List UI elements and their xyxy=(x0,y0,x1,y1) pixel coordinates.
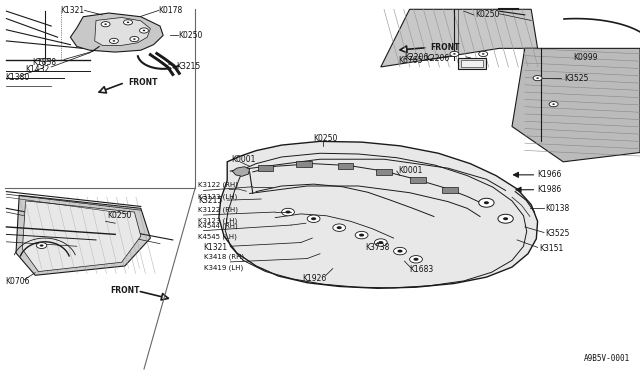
Text: A9B5V-0001: A9B5V-0001 xyxy=(584,354,630,363)
Text: K3122 (RH): K3122 (RH) xyxy=(198,182,239,188)
Bar xyxy=(40,58,50,61)
Polygon shape xyxy=(219,141,538,288)
Text: K3215: K3215 xyxy=(177,62,201,71)
Circle shape xyxy=(479,198,494,207)
Polygon shape xyxy=(232,167,250,176)
Text: K3123 (LH): K3123 (LH) xyxy=(198,218,237,224)
Polygon shape xyxy=(16,195,150,275)
Circle shape xyxy=(337,226,342,229)
Circle shape xyxy=(127,22,129,23)
Bar xyxy=(410,177,426,183)
Text: K0250: K0250 xyxy=(475,10,499,19)
Circle shape xyxy=(143,30,145,31)
Circle shape xyxy=(36,243,47,248)
Text: K3215: K3215 xyxy=(198,196,223,205)
Circle shape xyxy=(311,217,316,220)
Text: K3525: K3525 xyxy=(564,74,588,83)
Text: K3419 (LH): K3419 (LH) xyxy=(204,264,243,271)
Text: K0250: K0250 xyxy=(178,31,202,40)
Text: FRONT: FRONT xyxy=(128,78,157,87)
Bar xyxy=(338,163,353,169)
Circle shape xyxy=(453,53,456,55)
Text: K1380: K1380 xyxy=(5,73,29,82)
Polygon shape xyxy=(512,48,640,162)
Circle shape xyxy=(484,201,489,204)
Circle shape xyxy=(503,217,508,220)
Bar xyxy=(461,60,483,67)
Circle shape xyxy=(450,51,459,57)
Polygon shape xyxy=(381,9,538,67)
Circle shape xyxy=(130,36,139,42)
Circle shape xyxy=(552,103,555,105)
Circle shape xyxy=(536,77,539,79)
Circle shape xyxy=(355,231,368,239)
Circle shape xyxy=(359,234,364,237)
Text: K1321: K1321 xyxy=(204,243,228,251)
Text: K0250: K0250 xyxy=(108,211,132,220)
Text: K3525: K3525 xyxy=(545,229,570,238)
Polygon shape xyxy=(95,17,150,45)
Text: K3151: K3151 xyxy=(539,244,563,253)
Text: K4544 (RH): K4544 (RH) xyxy=(198,223,238,229)
Text: K1432: K1432 xyxy=(26,65,50,74)
Text: K2206: K2206 xyxy=(426,54,450,62)
Text: K0250: K0250 xyxy=(314,134,338,143)
Text: K0001: K0001 xyxy=(398,166,422,175)
Bar xyxy=(376,169,392,175)
Text: K3123 (LH): K3123 (LH) xyxy=(198,193,237,199)
Circle shape xyxy=(282,208,294,216)
Circle shape xyxy=(40,244,44,247)
Circle shape xyxy=(285,211,291,214)
Circle shape xyxy=(498,214,513,223)
Bar xyxy=(442,187,458,193)
Text: K0178: K0178 xyxy=(159,6,183,15)
Text: K0001: K0001 xyxy=(232,155,256,164)
Text: FRONT: FRONT xyxy=(110,286,140,295)
Text: K6765: K6765 xyxy=(398,56,422,65)
Bar xyxy=(458,58,486,69)
Polygon shape xyxy=(22,201,141,272)
Polygon shape xyxy=(70,13,163,52)
Circle shape xyxy=(549,102,558,107)
Circle shape xyxy=(533,76,542,81)
Circle shape xyxy=(410,256,422,263)
Circle shape xyxy=(113,40,115,42)
Circle shape xyxy=(413,258,419,261)
Text: K3122 (RH): K3122 (RH) xyxy=(198,206,239,213)
Circle shape xyxy=(482,53,484,55)
Circle shape xyxy=(479,51,488,57)
Circle shape xyxy=(101,22,110,27)
Text: K0999: K0999 xyxy=(573,53,597,62)
Bar xyxy=(258,165,273,171)
Text: FRONT: FRONT xyxy=(430,43,460,52)
Bar xyxy=(296,161,312,167)
Circle shape xyxy=(140,28,148,33)
Circle shape xyxy=(104,23,107,25)
Text: K1966: K1966 xyxy=(538,170,562,179)
Circle shape xyxy=(133,38,136,40)
Text: K0706: K0706 xyxy=(5,277,29,286)
Circle shape xyxy=(374,239,387,246)
Circle shape xyxy=(378,241,383,244)
Circle shape xyxy=(124,20,132,25)
Circle shape xyxy=(394,247,406,255)
Text: K2206: K2206 xyxy=(404,53,429,62)
Text: K1321: K1321 xyxy=(60,6,84,15)
Text: K3418 (RH): K3418 (RH) xyxy=(204,253,244,260)
Circle shape xyxy=(109,38,118,44)
Text: K1683: K1683 xyxy=(410,265,434,274)
Text: K1858: K1858 xyxy=(32,58,56,67)
Text: K1986: K1986 xyxy=(538,185,562,194)
Circle shape xyxy=(307,215,320,222)
Circle shape xyxy=(333,224,346,231)
Text: K3738: K3738 xyxy=(365,243,389,251)
Circle shape xyxy=(397,250,403,253)
Text: K1926: K1926 xyxy=(302,274,326,283)
Text: K4545 (LH): K4545 (LH) xyxy=(198,234,237,240)
Text: K0138: K0138 xyxy=(545,204,570,213)
